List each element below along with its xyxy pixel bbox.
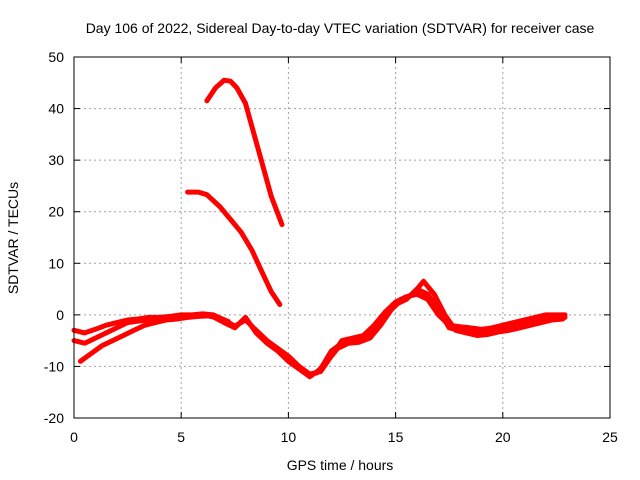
y-tick-label: -10 — [44, 358, 64, 374]
y-tick-label: -20 — [44, 410, 64, 426]
y-tick-label: 0 — [56, 307, 64, 323]
axis-ticks: 0 5 10 15 20 25 -20 -10 0 10 20 30 40 50 — [44, 49, 618, 445]
y-tick-label: 50 — [48, 49, 64, 65]
y-tick-label: 30 — [48, 152, 64, 168]
x-tick-label: 0 — [70, 429, 78, 445]
chart-title: Day 106 of 2022, Sidereal Day-to-day VTE… — [86, 20, 595, 36]
y-tick-label: 10 — [48, 255, 64, 271]
series-layer — [71, 77, 568, 380]
y-axis-title: SDTVAR / TECUs — [5, 182, 21, 294]
x-tick-label: 20 — [495, 429, 511, 445]
x-tick-label: 5 — [177, 429, 185, 445]
series-line-baseline-c — [77, 278, 566, 376]
grid-lines — [74, 57, 610, 418]
series-line-middle-decline — [185, 189, 283, 307]
x-tick-label: 15 — [388, 429, 404, 445]
series-line-upper-peak — [204, 77, 285, 228]
x-tick-label: 25 — [602, 429, 618, 445]
y-tick-label: 20 — [48, 204, 64, 220]
plot-frame — [73, 56, 611, 419]
x-tick-label: 10 — [281, 429, 297, 445]
x-axis-title: GPS time / hours — [287, 457, 394, 473]
y-tick-label: 40 — [48, 101, 64, 117]
